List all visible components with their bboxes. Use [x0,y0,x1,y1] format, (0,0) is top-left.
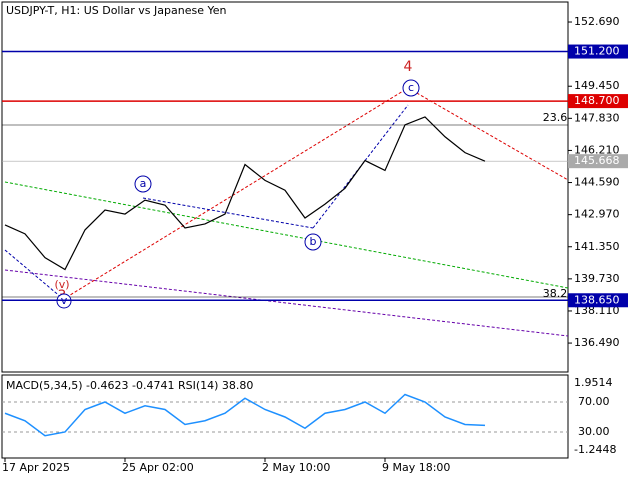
wave-label: 4 [404,59,413,75]
scale-label: 1.9514 [574,376,613,389]
wave-label: (v) [54,278,69,291]
wave-label: c [408,81,414,94]
level-label: 145.668 [574,154,620,167]
fib-label: 38.2 [543,287,568,300]
wave-label: b [310,235,317,248]
level-tag [568,154,628,169]
wave-circle [304,233,322,251]
wave-circle [134,175,152,193]
scale-label: -1.2448 [574,443,616,456]
y-tick-label: 152.690 [574,15,620,28]
wave-label: a [140,177,147,190]
y-tick-label: 142.970 [574,208,620,221]
x-tick-label: 2 May 10:00 [262,461,330,474]
level-label: 138.650 [574,293,620,306]
y-tick-label: 139.730 [574,272,620,285]
y-tick-label: 70.00 [578,395,610,408]
level-tag [568,44,628,59]
y-tick-label: 147.830 [574,111,620,124]
rsi-line [4,393,486,437]
price-line [4,116,486,271]
y-tick-label: 149.450 [574,79,620,92]
y-tick-label: 144.590 [574,176,620,189]
indicator-title: MACD(5,34,5) -0.4623 -0.4741 RSI(14) 38.… [6,379,253,392]
y-tick-label: 141.350 [574,240,620,253]
level-label: 148.700 [574,94,620,107]
y-tick-label: 30.00 [578,425,610,438]
chart-title: USDJPY-T, H1: US Dollar vs Japanese Yen [6,4,227,17]
level-tag [568,94,628,109]
indicator-frame [1,374,569,459]
x-tick-label: 25 Apr 02:00 [122,461,194,474]
level-tag [568,293,628,308]
level-label: 151.200 [574,45,620,58]
y-tick-label: 136.490 [574,336,620,349]
y-tick-label: 146.210 [574,143,620,156]
x-tick-label: 9 May 18:00 [382,461,450,474]
fib-label: 23.6 [543,111,568,124]
trend-lines [2,87,569,337]
main-frame [1,1,569,373]
x-tick-label: 17 Apr 2025 [2,461,70,474]
wave-circle [402,79,420,97]
